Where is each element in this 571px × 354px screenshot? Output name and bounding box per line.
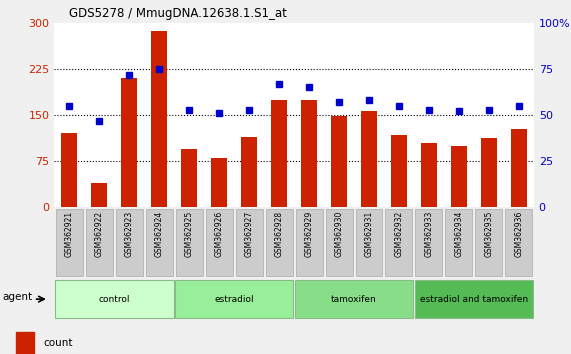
Text: tamoxifen: tamoxifen [331,295,377,304]
Bar [331,116,347,207]
FancyBboxPatch shape [236,209,263,276]
Text: GDS5278 / MmugDNA.12638.1.S1_at: GDS5278 / MmugDNA.12638.1.S1_at [69,7,287,21]
Text: GSM362934: GSM362934 [455,211,464,257]
FancyBboxPatch shape [356,209,383,276]
Text: GSM362933: GSM362933 [424,211,433,257]
FancyBboxPatch shape [415,280,533,318]
Text: GSM362925: GSM362925 [184,211,194,257]
Bar [271,100,287,207]
Bar [301,100,317,207]
Text: GSM362924: GSM362924 [155,211,164,257]
Text: GSM362930: GSM362930 [335,211,344,257]
Bar [61,133,78,207]
Text: GSM362923: GSM362923 [124,211,134,257]
Text: GSM362928: GSM362928 [275,211,284,257]
Text: GSM362929: GSM362929 [304,211,313,257]
Text: count: count [43,338,73,348]
Bar [151,31,167,207]
Text: agent: agent [3,292,33,302]
Bar [241,137,258,207]
Bar [91,183,107,207]
Bar [211,158,227,207]
FancyBboxPatch shape [385,209,412,276]
Bar [16,332,34,354]
FancyBboxPatch shape [116,209,143,276]
Bar [121,78,138,207]
FancyBboxPatch shape [86,209,112,276]
Text: GSM362922: GSM362922 [95,211,104,257]
FancyBboxPatch shape [55,280,174,318]
Bar [421,143,437,207]
Text: GSM362927: GSM362927 [244,211,254,257]
Bar [510,129,527,207]
Text: GSM362921: GSM362921 [65,211,74,257]
FancyBboxPatch shape [296,209,323,276]
FancyBboxPatch shape [445,209,472,276]
FancyBboxPatch shape [416,209,443,276]
Text: GSM362931: GSM362931 [364,211,373,257]
FancyBboxPatch shape [266,209,292,276]
Bar [361,111,377,207]
Text: GSM362926: GSM362926 [215,211,224,257]
FancyBboxPatch shape [476,209,502,276]
FancyBboxPatch shape [206,209,232,276]
Text: estradiol: estradiol [214,295,254,304]
Text: GSM362936: GSM362936 [514,211,524,257]
FancyBboxPatch shape [175,280,293,318]
Text: GSM362932: GSM362932 [395,211,404,257]
FancyBboxPatch shape [325,209,352,276]
Bar [181,149,198,207]
Text: control: control [98,295,130,304]
Text: estradiol and tamoxifen: estradiol and tamoxifen [420,295,528,304]
Bar [391,135,407,207]
FancyBboxPatch shape [505,209,532,276]
FancyBboxPatch shape [295,280,413,318]
Bar [451,146,467,207]
FancyBboxPatch shape [56,209,83,276]
Text: GSM362935: GSM362935 [484,211,493,257]
FancyBboxPatch shape [176,209,203,276]
Bar [481,138,497,207]
FancyBboxPatch shape [146,209,172,276]
